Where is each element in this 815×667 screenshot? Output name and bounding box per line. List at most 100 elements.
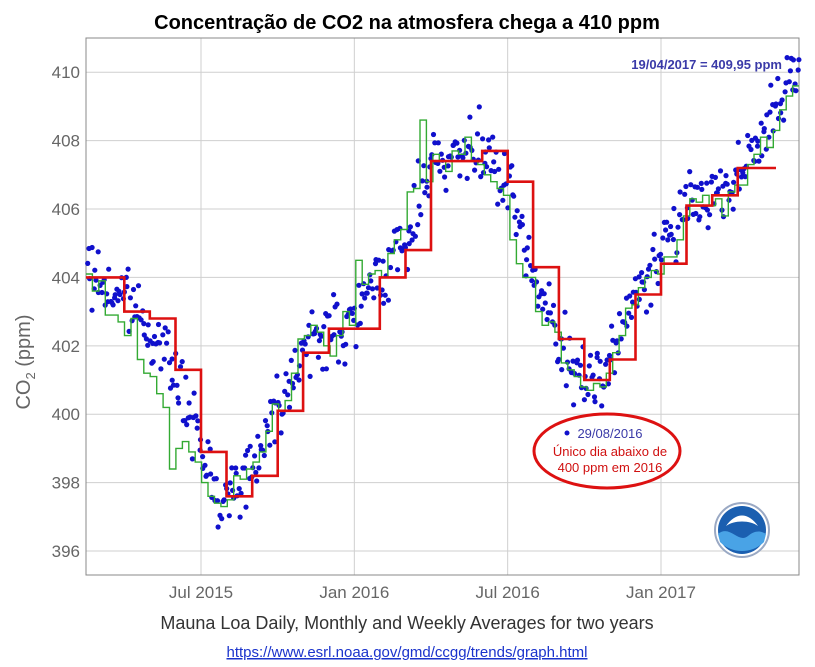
- daily-point: [200, 454, 205, 459]
- daily-point: [141, 321, 146, 326]
- daily-point: [230, 488, 235, 493]
- daily-point: [160, 332, 165, 337]
- daily-point: [515, 208, 520, 213]
- daily-point: [457, 173, 462, 178]
- daily-point: [316, 355, 321, 360]
- daily-point: [267, 443, 272, 448]
- daily-point: [202, 463, 207, 468]
- daily-point: [146, 322, 151, 327]
- series-daily: [85, 55, 801, 530]
- daily-point: [663, 227, 668, 232]
- daily-point: [128, 295, 133, 300]
- daily-point: [520, 222, 525, 227]
- y-tick-label: 404: [52, 268, 80, 287]
- daily-point: [677, 212, 682, 217]
- daily-point: [365, 291, 370, 296]
- daily-point: [362, 295, 367, 300]
- daily-point: [759, 121, 764, 126]
- daily-point: [195, 418, 200, 423]
- noaa-logo: [715, 503, 769, 557]
- daily-point: [783, 89, 788, 94]
- daily-point: [324, 366, 329, 371]
- daily-point: [371, 295, 376, 300]
- daily-point: [381, 259, 386, 264]
- daily-point: [526, 235, 531, 240]
- daily-point: [525, 245, 530, 250]
- daily-point: [762, 126, 767, 131]
- daily-point: [170, 356, 175, 361]
- daily-point: [342, 361, 347, 366]
- daily-point: [524, 257, 529, 262]
- daily-point: [778, 110, 783, 115]
- daily-point: [145, 343, 150, 348]
- daily-point: [745, 133, 750, 138]
- daily-point: [208, 471, 213, 476]
- daily-point: [543, 300, 548, 305]
- daily-point: [265, 423, 270, 428]
- daily-point: [496, 167, 501, 172]
- daily-point: [718, 168, 723, 173]
- daily-point: [592, 399, 597, 404]
- daily-point: [422, 190, 427, 195]
- y-tick-label: 408: [52, 132, 80, 151]
- daily-point: [254, 478, 259, 483]
- daily-point: [174, 383, 179, 388]
- daily-point: [617, 311, 622, 316]
- weekly-step-line: [86, 86, 799, 507]
- daily-point: [381, 301, 386, 306]
- daily-point: [639, 270, 644, 275]
- daily-point: [238, 515, 243, 520]
- daily-point: [716, 186, 721, 191]
- daily-point: [467, 115, 472, 120]
- daily-point: [126, 267, 131, 272]
- daily-point: [796, 57, 801, 62]
- daily-point: [793, 88, 798, 93]
- daily-point: [158, 366, 163, 371]
- daily-point: [111, 302, 116, 307]
- daily-point: [465, 176, 470, 181]
- annotation-max: 19/04/2017 = 409,95 ppm: [631, 57, 782, 72]
- annotation-low-day: 29/08/2016 Único dia abaixo de 400 ppm e…: [534, 414, 680, 488]
- daily-point: [534, 279, 539, 284]
- daily-point: [248, 444, 253, 449]
- daily-point: [723, 173, 728, 178]
- y-tick-label: 410: [52, 63, 80, 82]
- daily-point: [424, 185, 429, 190]
- daily-point: [391, 248, 396, 253]
- daily-point: [386, 298, 391, 303]
- daily-point: [725, 182, 730, 187]
- daily-point: [773, 101, 778, 106]
- daily-point: [106, 267, 111, 272]
- daily-point: [350, 311, 355, 316]
- daily-point: [358, 321, 363, 326]
- daily-point: [292, 348, 297, 353]
- daily-point: [659, 257, 664, 262]
- daily-point: [658, 252, 663, 257]
- daily-point: [279, 430, 284, 435]
- daily-point: [648, 303, 653, 308]
- daily-point: [376, 258, 381, 263]
- daily-point: [85, 261, 90, 266]
- daily-point: [788, 68, 793, 73]
- daily-point: [736, 140, 741, 145]
- source-link[interactable]: https://www.esrl.noaa.gov/gmd/ccgg/trend…: [226, 644, 587, 661]
- annotation-low-line1: Único dia abaixo de: [553, 444, 667, 459]
- y-tick-label: 396: [52, 542, 80, 561]
- daily-point: [767, 110, 772, 115]
- daily-point: [99, 290, 104, 295]
- daily-point: [290, 381, 295, 386]
- daily-point: [176, 400, 181, 405]
- daily-point: [89, 308, 94, 313]
- daily-point: [553, 341, 558, 346]
- daily-point: [343, 342, 348, 347]
- daily-point: [92, 268, 97, 273]
- daily-point: [131, 287, 136, 292]
- daily-point: [591, 373, 596, 378]
- daily-point: [796, 67, 801, 72]
- daily-point: [413, 234, 418, 239]
- daily-point: [192, 391, 197, 396]
- daily-point: [713, 175, 718, 180]
- daily-point: [287, 405, 292, 410]
- daily-point: [262, 453, 267, 458]
- daily-point: [755, 144, 760, 149]
